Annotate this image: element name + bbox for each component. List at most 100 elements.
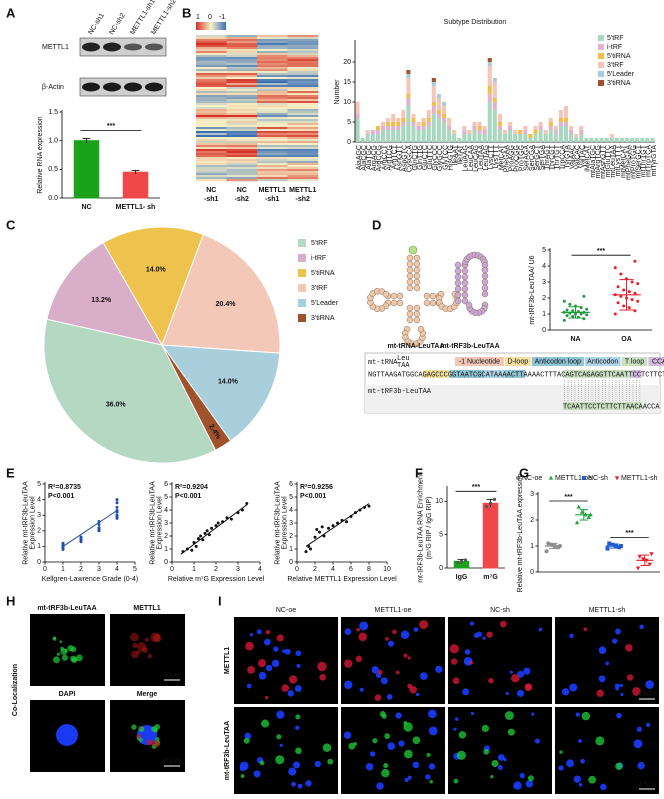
- cell-signal: [136, 733, 142, 740]
- cell-signal: [458, 731, 467, 739]
- heatmap-cell: [257, 77, 288, 80]
- bar-segment: [533, 134, 538, 142]
- y-tick-label: 1: [530, 543, 534, 550]
- heatmap-cell: [226, 127, 258, 130]
- cell-signal: [371, 666, 380, 674]
- heatmap-cell: [226, 67, 258, 70]
- cell-signal: [387, 640, 394, 647]
- bar-segment: [497, 122, 502, 126]
- bar-segment: [492, 98, 497, 102]
- legend-swatch: [598, 80, 604, 86]
- x-tick-label: ValAAC: [569, 145, 576, 169]
- cell-signal: [600, 783, 607, 791]
- heatmap-cell: [287, 121, 319, 124]
- cell-signal: [636, 726, 642, 732]
- data-point: [627, 290, 631, 294]
- sequence-legend-label: D-loop: [507, 358, 528, 365]
- heatmap-cell: [287, 147, 319, 150]
- cell-signal: [588, 775, 597, 784]
- data-point: [194, 544, 198, 548]
- heatmap-cell: [196, 97, 227, 100]
- heatmap-cell: [196, 45, 227, 48]
- heatmap-cell: [226, 37, 258, 40]
- nucleotide: [396, 299, 404, 307]
- y-tick-label: 0: [439, 565, 443, 572]
- bar-segment: [416, 130, 421, 142]
- heatmap-cell: [287, 133, 319, 136]
- y-tick-label: 3: [164, 520, 168, 527]
- bar-segment: [426, 118, 431, 122]
- heatmap-cell: [196, 63, 227, 66]
- nucleotide: [413, 316, 421, 324]
- cell-signal: [407, 775, 412, 780]
- heatmap-column-label: METTL1: [259, 187, 286, 194]
- x-tick-label: 4: [258, 566, 262, 573]
- data-point: [616, 301, 620, 305]
- cell-signal: [317, 661, 327, 672]
- bar-segment: [426, 126, 431, 142]
- blot-band: [124, 43, 142, 51]
- cell-signal: [356, 627, 361, 632]
- heatmap-cell: [257, 123, 288, 126]
- heatmap-cell: [226, 53, 258, 56]
- nucleotide: [461, 273, 469, 281]
- heatmap-cell: [196, 175, 227, 178]
- y-tick-label: 2: [542, 295, 546, 302]
- heatmap-cell: [287, 161, 319, 164]
- bar-segment: [497, 114, 502, 122]
- heatmap-cell: [196, 127, 227, 130]
- data-point: [562, 299, 566, 303]
- bar-segment: [513, 134, 518, 142]
- x-axis-label: Relative m⁷G Expression Level: [168, 576, 265, 583]
- x-tick-label: LeuTAG: [483, 145, 490, 171]
- cell-signal: [61, 654, 68, 661]
- cell-signal: [398, 740, 405, 747]
- heatmap-cell: [287, 105, 319, 108]
- blot-band: [82, 42, 100, 52]
- bar-segment: [614, 138, 619, 142]
- cell-signal: [265, 695, 269, 700]
- heatmap-cell: [196, 123, 227, 126]
- legend-marker: [548, 475, 554, 480]
- x-tick-label: ArgCCG: [376, 145, 383, 171]
- heatmap-cell: [287, 83, 319, 86]
- data-point: [229, 517, 233, 521]
- bar-segment: [528, 134, 533, 138]
- cell-signal: [573, 775, 581, 783]
- data-point: [565, 314, 569, 318]
- heatmap-cell: [287, 129, 319, 132]
- channel-label: mt-tRF3b-LeuTAA: [37, 605, 96, 612]
- bar-segment: [553, 130, 558, 134]
- cell-signal: [482, 636, 486, 640]
- data-point: [488, 501, 493, 505]
- x-tick-label: 10: [383, 566, 391, 573]
- heatmap-cell: [287, 155, 319, 158]
- bar-segment: [355, 118, 360, 142]
- nucleotide: [413, 304, 421, 312]
- data-point: [315, 528, 319, 531]
- bar-segment: [406, 74, 411, 78]
- cell-signal: [615, 762, 623, 771]
- panel-letter: I: [218, 593, 222, 608]
- heatmap-cell: [196, 151, 227, 154]
- bar-segment: [625, 138, 630, 142]
- cell-signal: [404, 778, 409, 783]
- sequence-title-sub: TAA: [397, 362, 410, 370]
- legend-label: 5'tiRNA: [607, 53, 631, 60]
- heatmap-cell: [196, 71, 227, 74]
- heatmap-cell: [287, 123, 319, 126]
- heatmap-cell: [257, 157, 288, 160]
- bar-segment: [487, 102, 492, 142]
- heatmap-cell: [257, 39, 288, 42]
- legend-label: METTL1-sh: [621, 475, 658, 482]
- cell-signal: [415, 692, 420, 697]
- heatmap-cell: [226, 117, 258, 120]
- heatmap-cell: [226, 95, 258, 98]
- bar-segment: [441, 114, 447, 118]
- bar-segment: [599, 138, 604, 142]
- bar-segment: [558, 110, 563, 118]
- heatmap-cell: [196, 103, 227, 106]
- cell-signal: [412, 761, 420, 769]
- bar-segment: [472, 126, 477, 130]
